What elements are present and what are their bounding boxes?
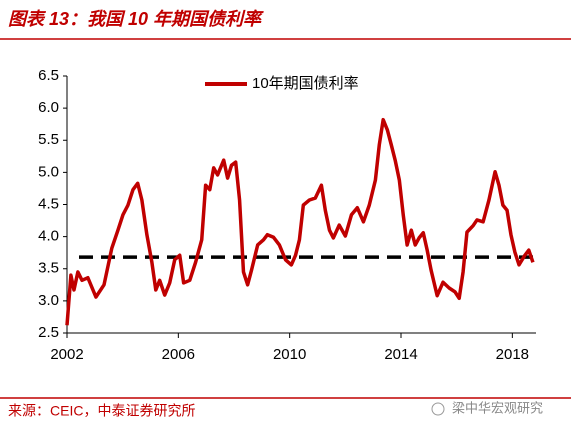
x-tick-label: 2014 xyxy=(384,346,417,363)
chart-title: 图表 13：我国 10 年期国债利率 xyxy=(8,9,264,29)
x-tick-label: 2018 xyxy=(496,346,529,363)
watermark-icon xyxy=(431,402,445,416)
y-tick-label: 4.5 xyxy=(38,195,59,212)
y-tick-label: 6.5 xyxy=(38,67,59,84)
x-tick-label: 2006 xyxy=(162,346,195,363)
y-tick-label: 2.5 xyxy=(38,324,59,341)
x-tick-label: 2002 xyxy=(50,346,83,363)
line-series xyxy=(65,117,535,326)
legend-label: 10年期国债利率 xyxy=(252,75,359,92)
y-tick-label: 6.0 xyxy=(38,99,59,116)
source: 来源：CEIC，中泰证券研究所 xyxy=(8,403,195,419)
y-tick-label: 5.5 xyxy=(38,131,59,148)
watermark: 梁中华宏观研究 xyxy=(452,400,543,415)
y-tick-label: 4.0 xyxy=(38,228,59,245)
x-tick-label: 2010 xyxy=(273,346,306,363)
y-tick-label: 3.5 xyxy=(38,260,59,277)
y-tick-label: 5.0 xyxy=(38,163,59,180)
y-tick-label: 3.0 xyxy=(38,292,59,309)
